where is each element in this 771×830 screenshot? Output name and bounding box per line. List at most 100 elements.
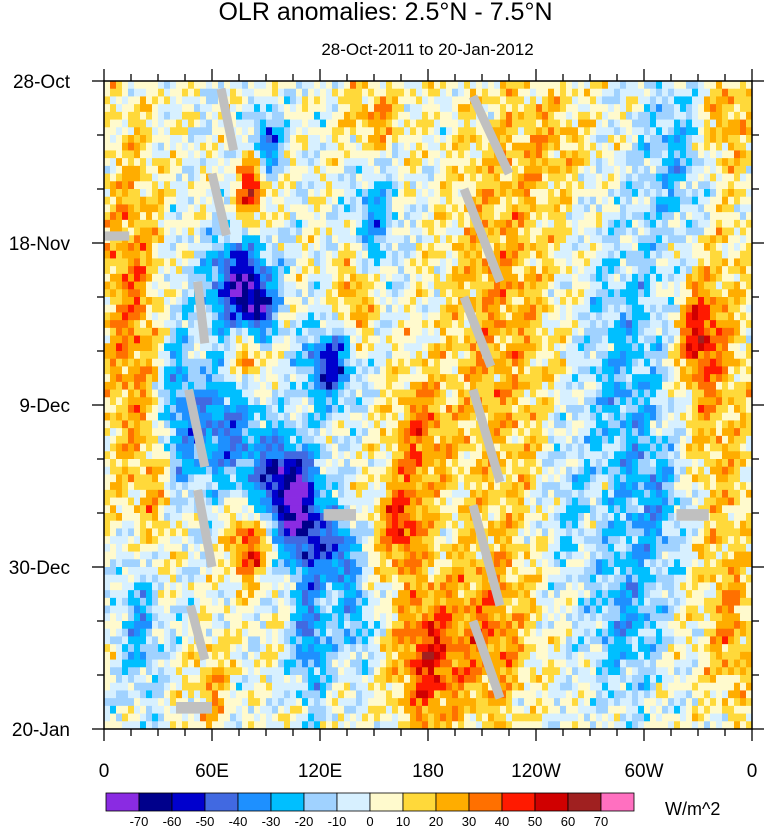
field-cell [542, 227, 549, 236]
field-cell [278, 374, 285, 383]
field-cell [452, 204, 459, 213]
field-cell [146, 158, 153, 167]
field-cell [656, 266, 663, 275]
field-cell [452, 142, 459, 151]
field-cell [278, 150, 285, 159]
field-cell [158, 281, 165, 290]
field-cell [410, 320, 417, 329]
field-cell [110, 181, 117, 190]
field-cell [686, 189, 693, 198]
field-cell [662, 150, 669, 159]
field-cell [746, 81, 753, 90]
field-cell [746, 320, 753, 329]
field-cell [404, 405, 411, 414]
field-cell [182, 127, 189, 136]
field-cell [578, 173, 585, 182]
field-cell [146, 412, 153, 421]
field-cell [518, 351, 525, 360]
field-cell [566, 111, 573, 120]
field-cell [374, 165, 381, 174]
field-cell [650, 351, 657, 360]
field-cell [218, 405, 225, 414]
field-cell [626, 351, 633, 360]
field-cell [128, 235, 135, 244]
field-cell [446, 119, 453, 128]
field-cell [392, 366, 399, 375]
field-cell [314, 258, 321, 267]
field-cell [212, 312, 219, 321]
field-cell [728, 158, 735, 167]
field-cell [686, 250, 693, 259]
field-cell [512, 374, 519, 383]
field-cell [506, 374, 513, 383]
field-cell [572, 196, 579, 205]
field-cell [134, 412, 141, 421]
field-cell [206, 150, 213, 159]
field-cell [722, 304, 729, 313]
field-cell [206, 189, 213, 198]
field-cell [254, 335, 261, 344]
field-cell [656, 196, 663, 205]
field-cell [104, 119, 111, 128]
field-cell [668, 81, 675, 90]
field-cell [338, 327, 345, 336]
field-cell [728, 420, 735, 429]
field-cell [650, 227, 657, 236]
field-cell [362, 381, 369, 390]
field-cell [566, 250, 573, 259]
field-cell [338, 158, 345, 167]
field-cell [548, 235, 555, 244]
field-cell [434, 204, 441, 213]
field-cell [452, 96, 459, 105]
field-cell [548, 273, 555, 282]
field-cell [524, 196, 531, 205]
field-cell [308, 281, 315, 290]
field-cell [368, 327, 375, 336]
field-cell [374, 297, 381, 306]
field-cell [302, 312, 309, 321]
field-cell [452, 135, 459, 144]
field-cell [284, 165, 291, 174]
field-cell [242, 273, 249, 282]
field-cell [260, 405, 267, 414]
field-cell [242, 351, 249, 360]
field-cell [422, 173, 429, 182]
field-cell [536, 204, 543, 213]
field-cell [554, 351, 561, 360]
field-cell [446, 343, 453, 352]
field-cell [242, 104, 249, 113]
field-cell [146, 111, 153, 120]
field-cell [464, 428, 471, 437]
field-cell [416, 88, 423, 97]
field-cell [182, 374, 189, 383]
field-cell [182, 196, 189, 205]
field-cell [350, 212, 357, 221]
field-cell [626, 111, 633, 120]
field-cell [728, 351, 735, 360]
field-cell [650, 266, 657, 275]
field-cell [560, 374, 567, 383]
field-cell [176, 304, 183, 313]
field-cell [434, 358, 441, 367]
field-cell [488, 343, 495, 352]
field-cell [320, 96, 327, 105]
field-cell [518, 273, 525, 282]
field-cell [338, 297, 345, 306]
field-cell [698, 297, 705, 306]
field-cell [428, 405, 435, 414]
field-cell [314, 420, 321, 429]
field-cell [200, 397, 207, 406]
field-cell [488, 297, 495, 306]
field-cell [116, 297, 123, 306]
field-cell [722, 289, 729, 298]
field-cell [692, 320, 699, 329]
field-cell [128, 266, 135, 275]
field-cell [206, 412, 213, 421]
field-cell [386, 381, 393, 390]
field-cell [716, 312, 723, 321]
field-cell [626, 320, 633, 329]
field-cell [518, 312, 525, 321]
field-cell [530, 111, 537, 120]
field-cell [608, 119, 615, 128]
field-cell [278, 389, 285, 398]
